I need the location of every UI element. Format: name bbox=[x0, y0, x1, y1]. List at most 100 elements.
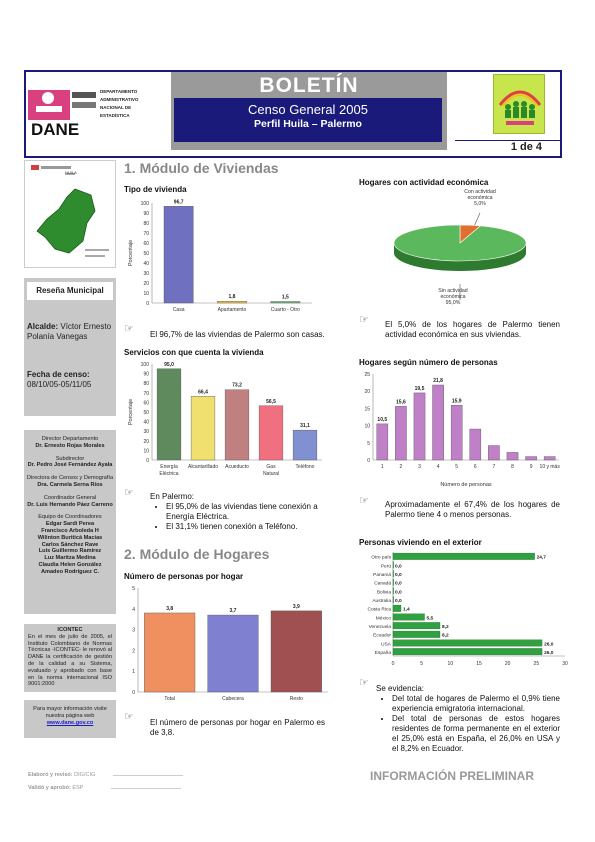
bar bbox=[392, 570, 394, 578]
y-tick-label: 3 bbox=[132, 628, 135, 634]
pie-label-with-activity: Con actividad económica 5,0% bbox=[464, 189, 496, 208]
section-1-title: 1. Módulo de Viviendas bbox=[124, 160, 279, 176]
dane-full-name: DEPARTAMENTO ADMINISTRATIVO NACIONAL DE … bbox=[100, 89, 139, 118]
bar bbox=[392, 596, 394, 604]
y-tick-label: USA bbox=[381, 641, 392, 647]
housing-type-note: El 96,7% de las viviendas de Palermo son… bbox=[150, 330, 325, 339]
y-tick-label: 40 bbox=[143, 420, 149, 426]
y-tick-label: 0 bbox=[132, 690, 135, 696]
y-tick-label: Bolivia bbox=[377, 589, 391, 595]
economic-activity-chart-title: Hogares con actividad económica bbox=[359, 178, 489, 187]
y-tick-label: 10 bbox=[143, 448, 149, 454]
staff-role: Director Departamento bbox=[41, 436, 99, 442]
bar bbox=[413, 392, 426, 461]
x-tick-label: 2 bbox=[400, 464, 403, 470]
data-label: 73,2 bbox=[232, 383, 242, 389]
x-tick-label: Casa bbox=[173, 307, 185, 313]
data-label: 0,0 bbox=[395, 572, 402, 578]
note-hand-icon: ☞ bbox=[124, 711, 134, 723]
map-label: HUILA bbox=[65, 170, 77, 175]
services-bullet: El 95,0% de las viviendas tiene conexión… bbox=[166, 502, 340, 522]
section-2-title: 2. Módulo de Hogares bbox=[124, 546, 270, 562]
services-note-intro: En Palermo: bbox=[150, 492, 195, 501]
x-tick-label: 1 bbox=[381, 464, 384, 470]
preliminary-info-label: INFORMACIÓN PRELIMINAR bbox=[370, 769, 534, 783]
housing-type-chart-title: Tipo de vivienda bbox=[124, 185, 187, 194]
y-tick-label: 5 bbox=[367, 441, 370, 447]
y-tick-label: 100 bbox=[141, 201, 150, 207]
team-member: Claudia Helen González bbox=[38, 561, 102, 568]
data-label: 10,5 bbox=[377, 417, 387, 423]
abroad-chart-title: Personas viviendo en el exterior bbox=[359, 538, 482, 547]
data-label: 0,0 bbox=[395, 589, 402, 595]
data-label: 8,2 bbox=[442, 633, 449, 639]
y-tick-label: Perú bbox=[381, 563, 391, 569]
bar bbox=[392, 639, 543, 647]
data-label: 5,5 bbox=[427, 615, 434, 621]
data-label: 95,0 bbox=[164, 362, 174, 368]
y-tick-label: 90 bbox=[143, 211, 149, 217]
data-label: 1,5 bbox=[282, 295, 289, 301]
bar bbox=[392, 613, 425, 621]
data-label: 26,0 bbox=[544, 650, 554, 656]
x-tick-label: 6 bbox=[474, 464, 477, 470]
municipal-overview-title: Reseña Municipal bbox=[27, 282, 113, 300]
services-note: En Palermo: El 95,0% de las viviendas ti… bbox=[150, 492, 340, 532]
x-tick-label: 3 bbox=[418, 464, 421, 470]
x-tick-label: Teléfono bbox=[296, 464, 315, 470]
bar bbox=[543, 456, 556, 461]
persons-per-household-chart: 0 1 2 3 4 5 3,8 Total 3,7 Cabecera 3,9 Resto bbox=[132, 586, 328, 702]
bar bbox=[163, 206, 194, 304]
x-tick-label: Cuarto - Otro bbox=[271, 307, 300, 313]
household-size-chart: 0 5 10 15 20 25 10,5 1 15,6 2 19,5 3 21,8 4 15,9 5 6 7 8 9 1… bbox=[364, 372, 560, 488]
y-tick-label: Costa Rica bbox=[368, 607, 392, 613]
persons-per-household-chart-title: Número de personas por hogar bbox=[124, 572, 244, 581]
services-bullet: El 31,1% tienen conexión a Teléfono. bbox=[166, 522, 340, 532]
household-size-note: Aproximadamente el 67,4% de los hogares … bbox=[385, 500, 560, 519]
y-tick-label: 2 bbox=[132, 648, 135, 654]
more-info-box: Para mayor información visite nuestra pá… bbox=[24, 700, 116, 738]
note-hand-icon: ☞ bbox=[359, 677, 369, 689]
note-hand-icon: ☞ bbox=[124, 323, 134, 335]
staff-name: Dr. Ernesto Rojas Morales bbox=[35, 442, 105, 449]
bar bbox=[525, 456, 537, 461]
economic-activity-note: El 5,0% de los hogares de Palermo tienen… bbox=[385, 320, 560, 339]
bulletin-title-box: BOLETÍN Censo General 2005 Perfil Huila … bbox=[171, 72, 447, 150]
y-tick-label: 50 bbox=[143, 410, 149, 416]
team-member: Carlos Sánchez Rave bbox=[41, 541, 99, 548]
y-tick-label: 80 bbox=[143, 221, 149, 227]
dane-wordmark: DANE bbox=[31, 120, 80, 139]
data-label: 24,7 bbox=[537, 555, 547, 561]
y-tick-label: Australia bbox=[372, 598, 391, 604]
y-tick-label: 50 bbox=[143, 251, 149, 257]
census-title: Censo General 2005 bbox=[248, 102, 368, 117]
bar bbox=[432, 384, 444, 461]
bar bbox=[217, 300, 247, 304]
x-tick-label: 7 bbox=[493, 464, 496, 470]
y-tick-label: 30 bbox=[143, 429, 149, 435]
team-title: Equipo de Coordinadores bbox=[38, 514, 102, 521]
y-tick-label: 25 bbox=[364, 372, 370, 378]
team-member: Francisco Arboleda H bbox=[41, 527, 99, 534]
bar bbox=[270, 301, 301, 304]
y-tick-label: España bbox=[375, 650, 392, 656]
y-tick-label: 80 bbox=[143, 381, 149, 387]
y-tick-label: 20 bbox=[364, 389, 370, 395]
x-tick-label: Cabecera bbox=[222, 696, 244, 702]
abroad-bullet: Del total de personas de estos hogares r… bbox=[392, 714, 560, 754]
website-link[interactable]: www.dane.gov.co bbox=[46, 720, 94, 726]
y-tick-label: 15 bbox=[364, 406, 370, 412]
department-map: HUILA bbox=[24, 160, 116, 268]
x-tick-label: 4 bbox=[437, 464, 440, 470]
data-label: 0,0 bbox=[395, 581, 402, 587]
data-label: 3,7 bbox=[230, 608, 237, 614]
data-label: 66,4 bbox=[198, 389, 208, 395]
bar bbox=[392, 561, 394, 569]
data-label: 19,5 bbox=[415, 386, 425, 392]
y-tick-label: Ecuador bbox=[373, 633, 391, 639]
y-tick-label: Otro país bbox=[371, 555, 391, 561]
bar bbox=[392, 578, 394, 586]
y-tick-label: Panamá bbox=[373, 572, 391, 578]
x-tick-label: 0 bbox=[392, 661, 395, 667]
x-tick-label: Energía bbox=[160, 464, 178, 470]
